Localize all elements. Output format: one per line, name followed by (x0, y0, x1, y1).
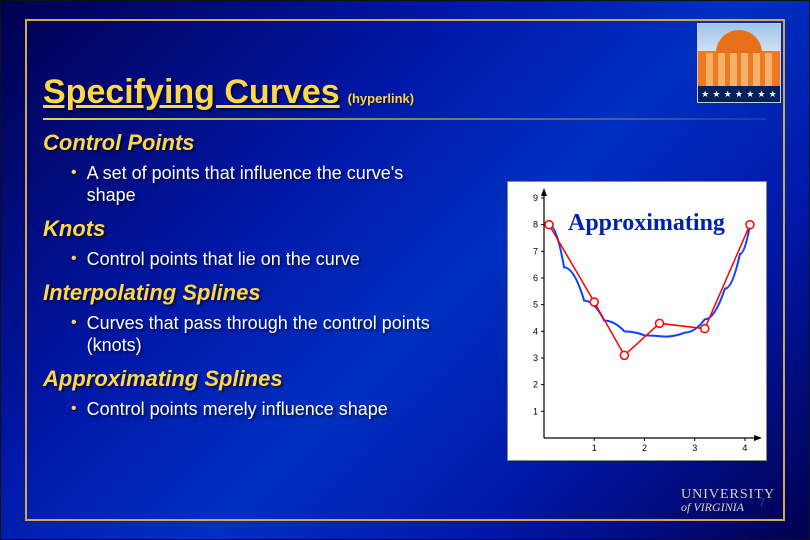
bullet-item: • Control points that lie on the curve (71, 248, 451, 270)
svg-text:5: 5 (533, 300, 538, 310)
bullet-text: Curves that pass through the control poi… (87, 312, 451, 356)
bullet-item: • Control points merely influence shape (71, 398, 511, 420)
page-number: 7 (759, 497, 765, 509)
bullet-icon: • (71, 162, 77, 206)
title-annotation: (hyperlink) (348, 91, 414, 106)
svg-text:4: 4 (742, 443, 747, 453)
svg-text:1: 1 (533, 406, 538, 416)
bullet-item: • Curves that pass through the control p… (71, 312, 451, 356)
title-divider (43, 118, 767, 120)
bullet-icon: • (71, 398, 77, 420)
svg-text:7: 7 (533, 246, 538, 256)
section-heading-control-points: Control Points (43, 130, 767, 156)
bullet-text: Control points merely influence shape (87, 398, 388, 420)
bullet-item: • A set of points that influence the cur… (71, 162, 451, 206)
title-row: Specifying Curves (hyperlink) (43, 73, 767, 112)
bullet-text: Control points that lie on the curve (87, 248, 360, 270)
bullet-icon: • (71, 312, 77, 356)
svg-text:9: 9 (533, 193, 538, 203)
svg-text:6: 6 (533, 273, 538, 283)
slide-title-link[interactable]: Specifying Curves (43, 73, 340, 112)
slide: ★★★ ★★★ ★ Specifying Curves (hyperlink) … (0, 0, 810, 540)
svg-text:1: 1 (592, 443, 597, 453)
svg-text:8: 8 (533, 220, 538, 230)
chart-title: Approximating (568, 210, 725, 237)
bullet-text: A set of points that influence the curve… (87, 162, 451, 206)
svg-text:2: 2 (533, 380, 538, 390)
svg-text:3: 3 (692, 443, 697, 453)
svg-text:2: 2 (642, 443, 647, 453)
logo-dome (716, 30, 762, 53)
svg-text:4: 4 (533, 326, 538, 336)
bullet-icon: • (71, 248, 77, 270)
svg-text:3: 3 (533, 353, 538, 363)
logo-sky (698, 24, 780, 51)
approximating-chart: Approximating 1 2 3 4 5 6 7 8 9 1 2 3 4 (507, 181, 767, 461)
